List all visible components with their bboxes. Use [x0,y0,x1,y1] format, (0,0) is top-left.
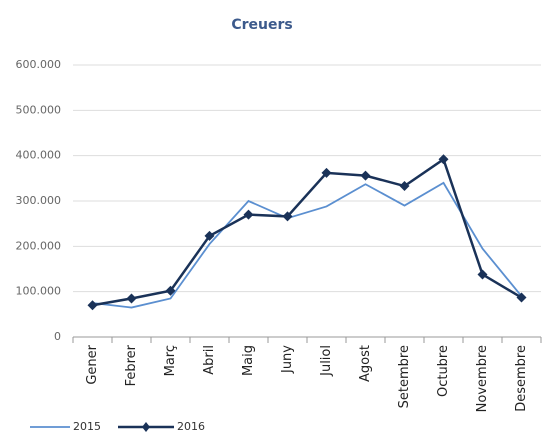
x-tick-label: Octubre [436,345,451,397]
marker [243,209,254,220]
y-tick-label: 400.000 [16,149,62,162]
marker [516,292,527,303]
x-tick-label: Agost [358,345,373,382]
legend-marker [142,422,150,432]
marker [282,211,293,222]
y-tick-label: 600.000 [16,58,62,71]
x-tick-label: Febrer [124,344,139,386]
x-tick-label: Novembre [475,345,490,412]
chart-title: Creuers [231,17,292,33]
marker [321,167,332,178]
legend-label: 2015 [73,420,101,432]
line-series [92,157,523,307]
y-tick-label: 500.000 [16,103,62,116]
line-series [92,181,523,309]
x-tick-label: Gener [85,344,100,384]
x-tick-label: Maig [241,345,256,376]
y-tick-label: 200.000 [16,239,62,252]
y-tick-label: 0 [54,330,61,343]
y-tick-label: 100.000 [16,285,62,298]
x-tick-label: Juny [280,345,295,374]
x-tick-label: Setembre [397,345,412,408]
marker [87,300,98,311]
x-tick-label: Juliol [319,345,334,377]
legend-label: 2016 [177,420,205,432]
marker [438,154,449,165]
marker [126,293,137,304]
y-tick-label: 300.000 [16,194,62,207]
marker [165,285,176,296]
marker [360,170,371,181]
x-tick-label: Abril [202,345,217,375]
x-tick-label: Desembre [514,345,529,412]
marker [477,269,488,280]
marker [204,230,215,241]
marker [399,181,410,192]
x-tick-label: Març [163,345,178,376]
